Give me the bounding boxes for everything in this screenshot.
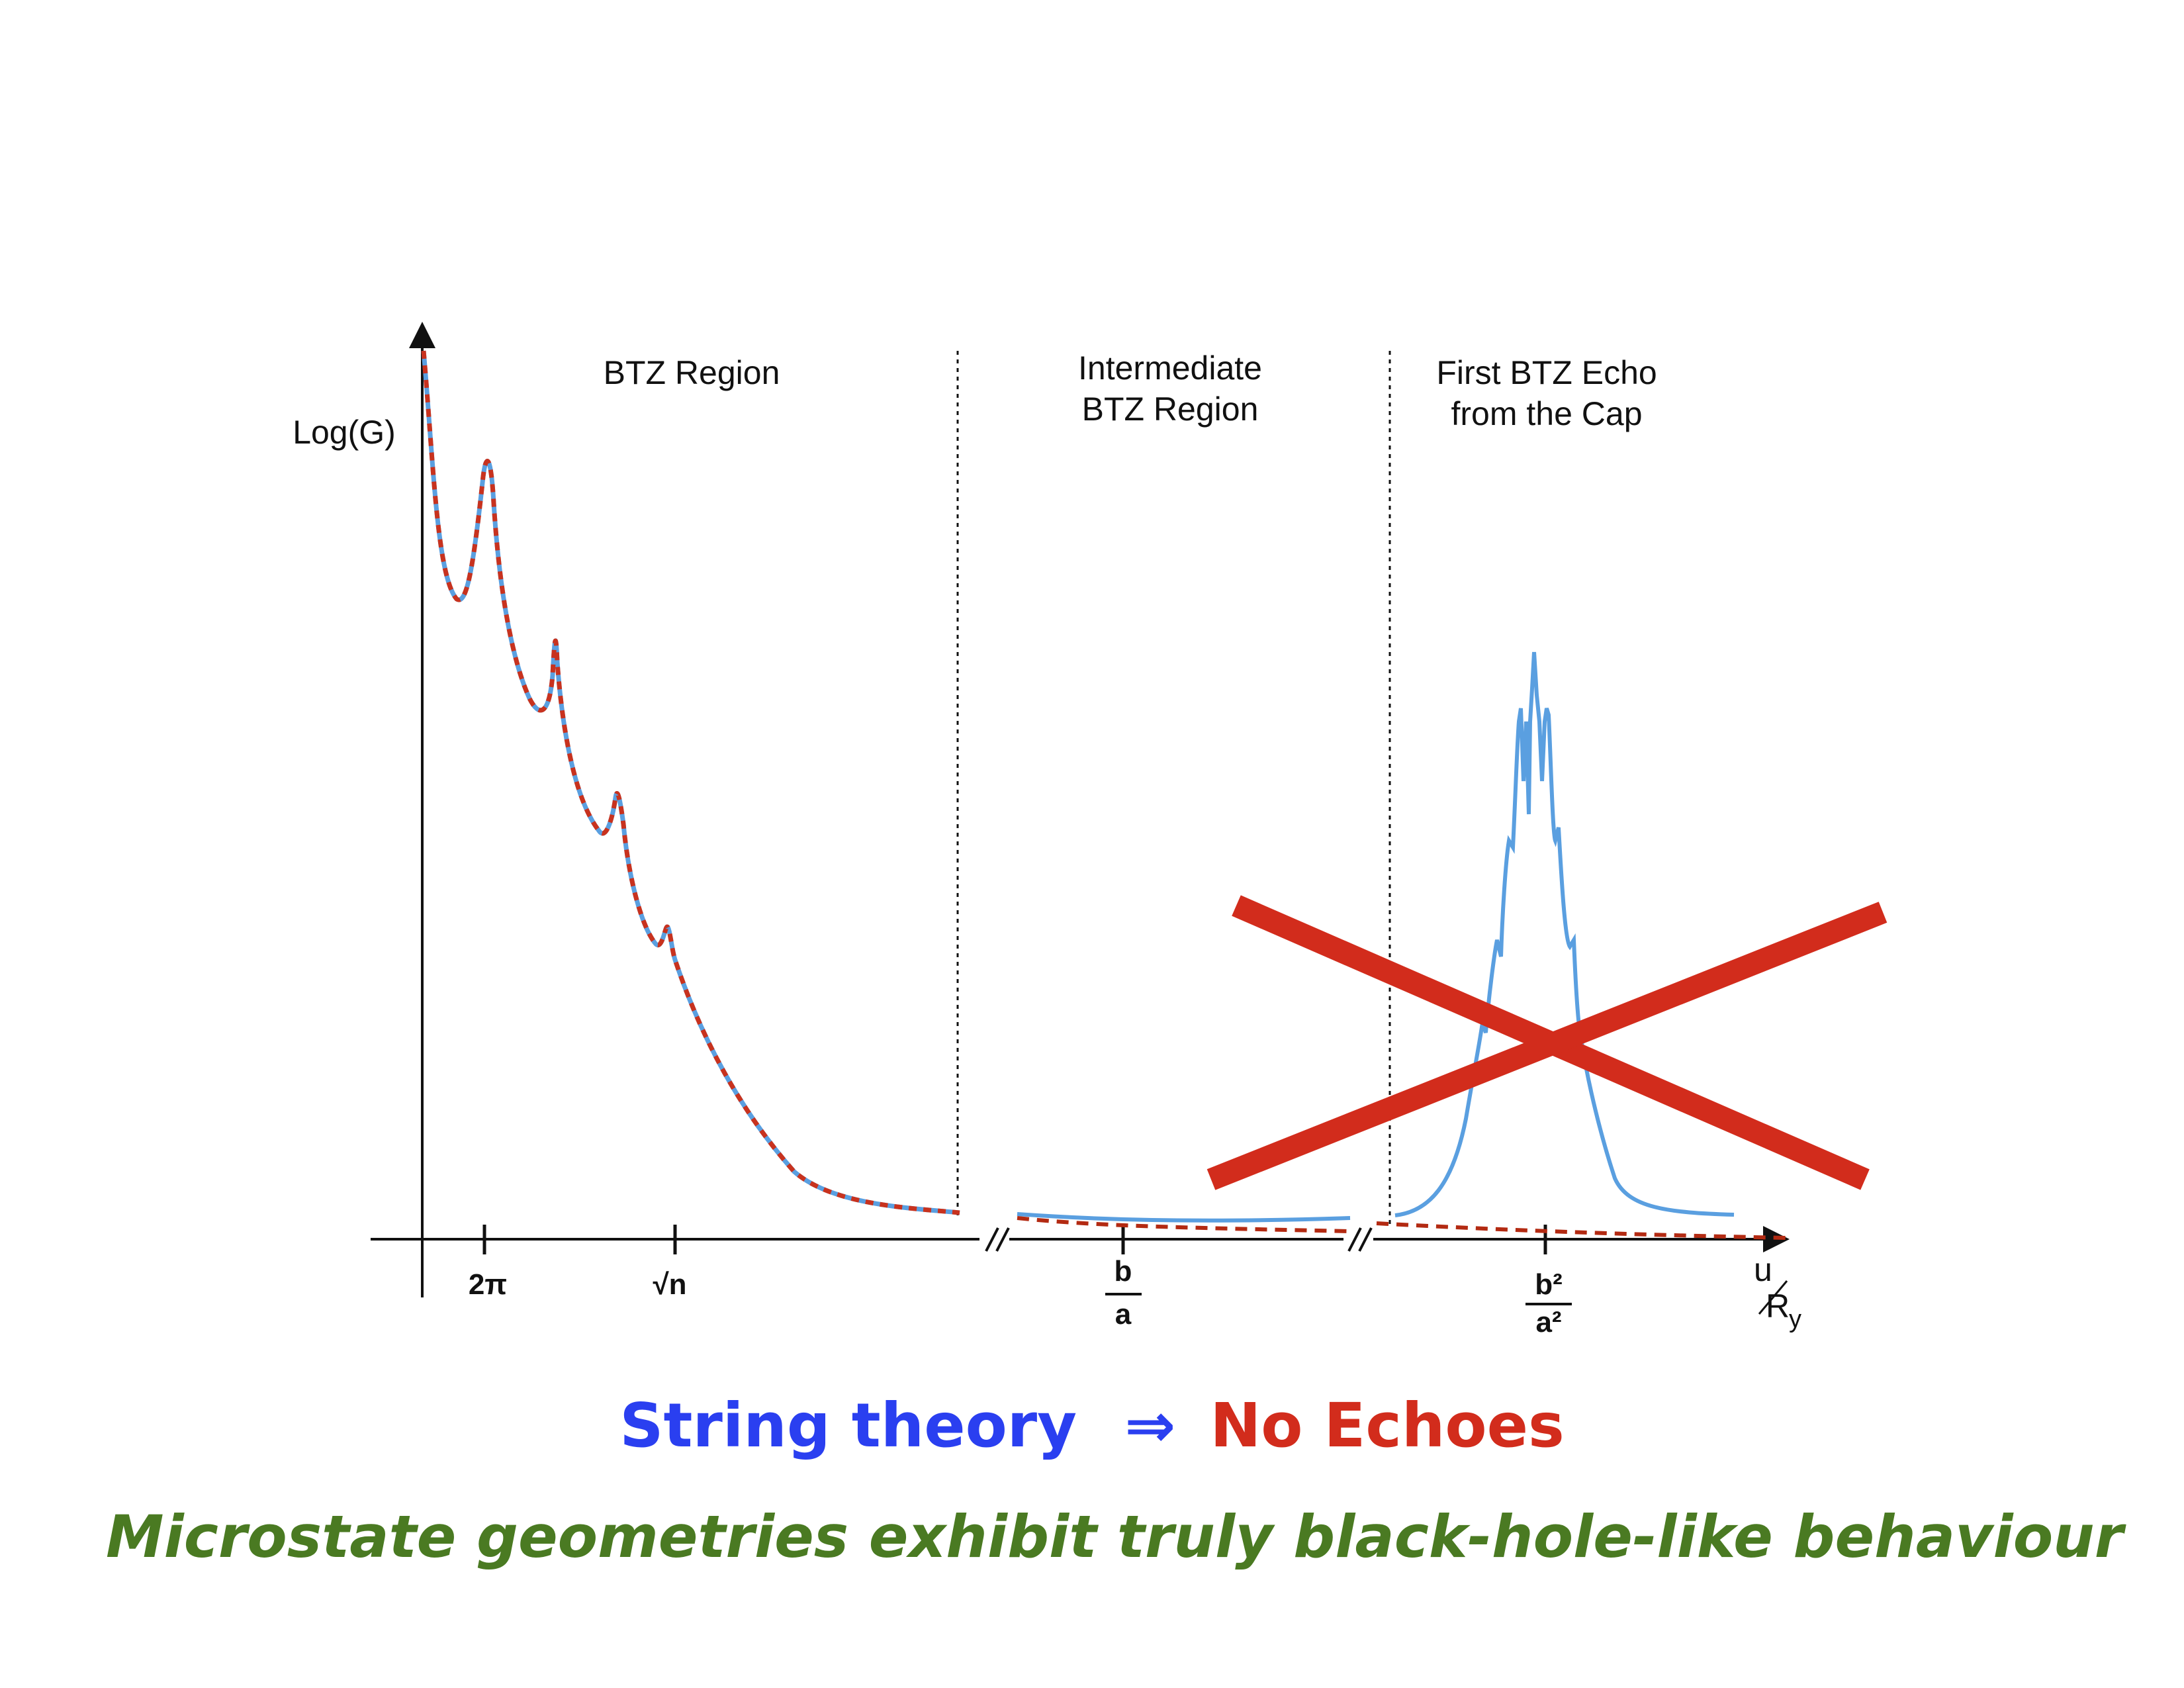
tick-label-b2-over-a2-den: a² xyxy=(1535,1306,1561,1338)
btz-curve-blue xyxy=(421,350,960,1215)
headline-no-echoes: No Echoes xyxy=(1210,1390,1565,1461)
echo-curve-red xyxy=(1376,1221,1788,1240)
axis-break-2 xyxy=(1347,1227,1373,1252)
x-axis-label-r: R xyxy=(1766,1288,1790,1325)
tick-label-sqrt-n: √n xyxy=(653,1268,686,1301)
tick-label-b-over-a-num: b xyxy=(1115,1255,1132,1288)
intermediate-curve-blue xyxy=(1017,1212,1351,1223)
headline: String theory ⇒ No Echoes xyxy=(0,1390,2184,1461)
x-axis-label-slash xyxy=(1758,1280,1788,1315)
x-axis-label-u: u xyxy=(1754,1251,1772,1288)
axis-break-1 xyxy=(985,1227,1010,1252)
region-echo-label-1: First BTZ Echo xyxy=(1436,354,1657,391)
region-btz-label: BTZ Region xyxy=(604,354,780,391)
cross-stroke-2 xyxy=(1206,902,1888,1190)
headline-arrow: ⇒ xyxy=(1124,1390,1176,1461)
headline-string-theory: String theory xyxy=(619,1390,1077,1461)
region-intermediate-label-2: BTZ Region xyxy=(1082,391,1259,428)
region-intermediate-label-1: Intermediate xyxy=(1078,350,1262,387)
tick-label-b2-over-a2-num: b² xyxy=(1535,1268,1563,1301)
tick-label-b-over-a-den: a xyxy=(1115,1298,1132,1331)
echo-curve-blue xyxy=(1394,651,1735,1217)
x-axis-label-sub: y xyxy=(1789,1305,1801,1333)
btz-curve-red xyxy=(421,350,960,1215)
region-echo-label-2: from the Cap xyxy=(1451,395,1642,432)
y-axis-label: Log(G) xyxy=(293,414,396,451)
tick-label-2pi: 2π xyxy=(469,1268,507,1301)
subline: Microstate geometries exhibit truly blac… xyxy=(106,1503,2124,1571)
